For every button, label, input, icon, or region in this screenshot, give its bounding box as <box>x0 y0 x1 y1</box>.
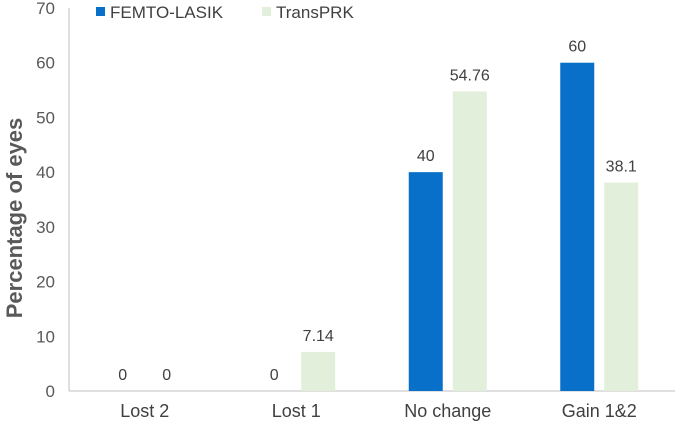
x-tick-label: No change <box>404 401 491 421</box>
bar <box>301 351 336 391</box>
legend-label: FEMTO-LASIK <box>110 3 224 22</box>
y-tick-label: 40 <box>36 163 55 182</box>
y-tick-label: 70 <box>36 0 55 18</box>
y-tick-label: 30 <box>36 218 55 237</box>
y-tick-label: 50 <box>36 108 55 127</box>
bar <box>604 182 639 391</box>
y-tick-label: 0 <box>46 382 55 401</box>
data-label: 54.76 <box>450 67 490 84</box>
data-label: 0 <box>162 367 171 384</box>
y-tick-label: 20 <box>36 273 55 292</box>
y-tick-label: 10 <box>36 327 55 346</box>
legend-label: TransPRK <box>276 3 354 22</box>
bar <box>560 62 595 391</box>
legend: FEMTO-LASIK TransPRK <box>96 3 354 22</box>
bar <box>452 91 487 391</box>
legend-swatch <box>96 7 105 16</box>
data-label: 38.1 <box>606 159 637 176</box>
category-labels: Lost 2 Lost 1 No change Gain 1&2 <box>120 401 637 421</box>
data-labels: 0 0 0 7.14 40 54.76 60 38.1 <box>118 39 637 384</box>
data-label: 0 <box>118 367 127 384</box>
data-label: 60 <box>568 39 586 56</box>
y-tick-label: 60 <box>36 54 55 73</box>
x-tick-label: Lost 2 <box>120 401 169 421</box>
bars <box>301 62 639 391</box>
y-axis-title: Percentage of eyes <box>2 118 27 319</box>
bar <box>408 172 443 391</box>
x-tick-label: Gain 1&2 <box>562 401 637 421</box>
data-label: 40 <box>417 148 435 165</box>
data-label: 7.14 <box>303 328 334 345</box>
legend-swatch <box>262 7 271 16</box>
x-tick-label: Lost 1 <box>272 401 321 421</box>
data-label: 0 <box>270 367 279 384</box>
y-ticks: 0 10 20 30 40 50 60 70 <box>36 0 55 401</box>
